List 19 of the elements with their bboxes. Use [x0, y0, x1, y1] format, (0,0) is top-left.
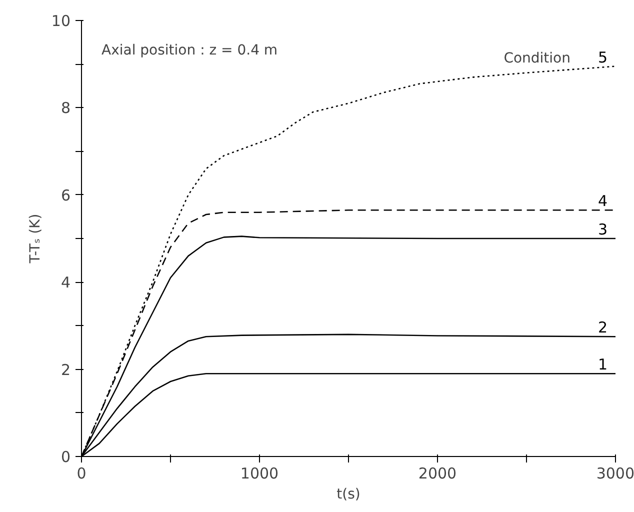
- series-label: 2: [598, 318, 608, 337]
- y-axis-title: T-Tₛ (K): [27, 214, 44, 264]
- series-label: 4: [598, 192, 608, 210]
- annotation: Axial position : z = 0.4 m: [102, 42, 278, 58]
- annotation: Condition: [504, 50, 571, 66]
- y-tick-label: 8: [60, 99, 71, 118]
- x-tick-label: 2000: [418, 464, 457, 482]
- x-tick-label: 1000: [240, 464, 279, 482]
- y-tick-label: 2: [60, 360, 71, 379]
- y-tick-label: 10: [51, 12, 71, 30]
- x-tick-label: 3000: [596, 464, 634, 482]
- series-label: 5: [598, 48, 608, 66]
- y-tick-label: 0: [60, 448, 71, 466]
- y-tick-label: 6: [60, 186, 71, 204]
- series-label: 1: [598, 356, 608, 374]
- series-label: 3: [598, 220, 608, 238]
- y-tick-label: 4: [60, 274, 71, 292]
- x-tick-label: 0: [76, 464, 86, 482]
- x-axis-title: t(s): [336, 486, 360, 502]
